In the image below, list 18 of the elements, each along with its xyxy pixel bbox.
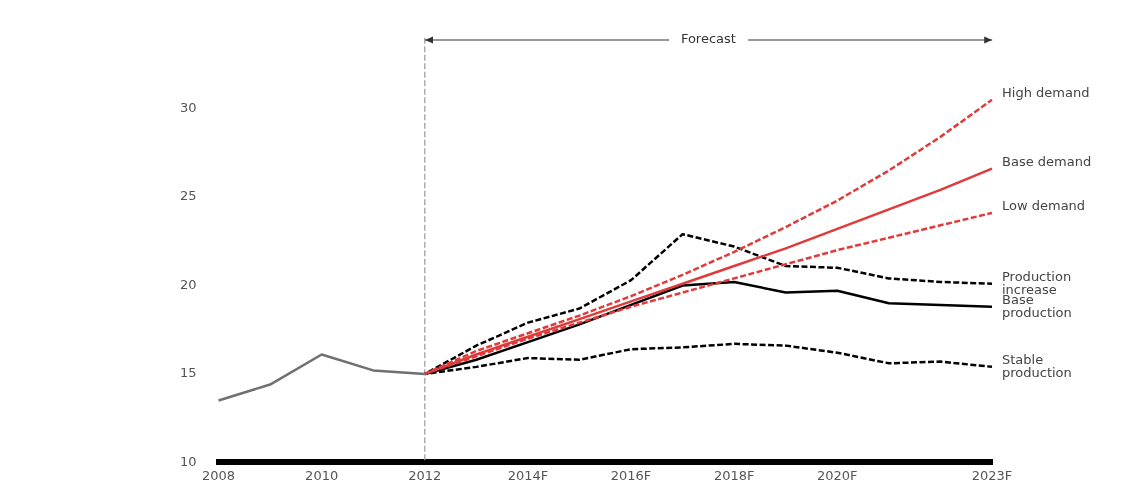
y-tick-label: 15: [180, 365, 197, 381]
x-tick-label: 2018F: [713, 467, 755, 483]
x-tick-label: 2023F: [971, 467, 1013, 483]
y-tick-label: 25: [180, 188, 197, 204]
series-label: Base demand: [1002, 154, 1092, 170]
x-tick-label: 2014F: [507, 467, 549, 483]
y-tick-label: 30: [180, 99, 197, 115]
y-tick-label: 20: [180, 276, 197, 292]
x-tick-label: 2012: [408, 467, 442, 483]
x-tick-label: 2020F: [817, 467, 858, 483]
series-label: Low demand: [1002, 198, 1086, 214]
series-label: Stable production: [1002, 352, 1072, 381]
x-tick-label: 2008: [202, 467, 236, 483]
series-label: High demand: [1002, 85, 1090, 101]
x-tick-label: 2016F: [610, 467, 652, 483]
annotation: Forecast: [680, 31, 736, 47]
x-tick-label: 2010: [305, 467, 339, 483]
y-tick-label: 10: [180, 453, 197, 469]
